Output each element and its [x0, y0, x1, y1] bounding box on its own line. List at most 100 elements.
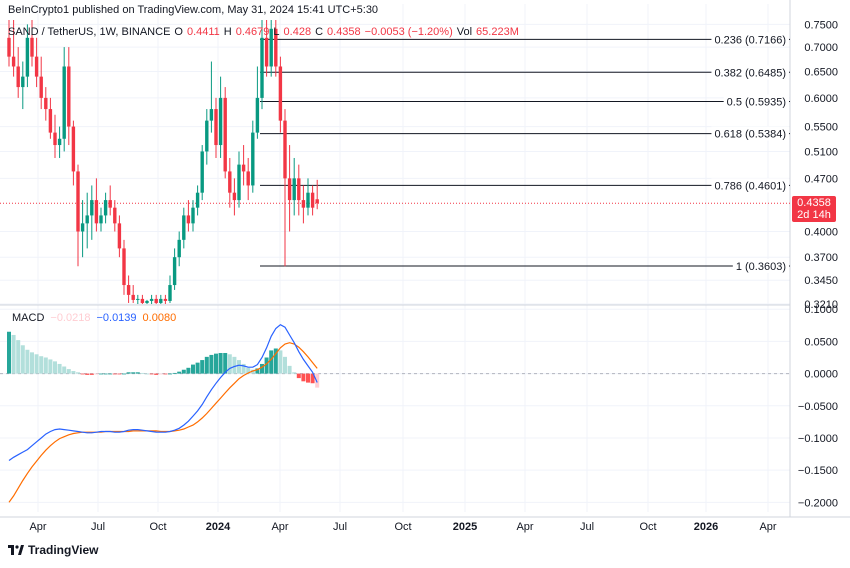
candle-body[interactable] — [25, 37, 30, 77]
macd-histogram-bar[interactable] — [218, 352, 223, 374]
candle-body[interactable] — [287, 178, 292, 201]
candle-body[interactable] — [237, 164, 241, 201]
macd-histogram-bar[interactable] — [158, 373, 163, 375]
candle-body[interactable] — [223, 97, 227, 172]
candle-body[interactable] — [195, 192, 200, 208]
candle-body[interactable] — [122, 248, 126, 286]
candle-body[interactable] — [90, 200, 94, 216]
macd-histogram-bar[interactable] — [112, 373, 117, 375]
candle-body[interactable] — [232, 192, 237, 201]
candle-body[interactable] — [99, 215, 103, 224]
macd-histogram-bar[interactable] — [34, 354, 39, 374]
macd-histogram-bar[interactable] — [269, 350, 274, 374]
candle-body[interactable] — [218, 97, 223, 146]
macd-histogram-bar[interactable] — [232, 356, 237, 374]
macd-histogram-bar[interactable] — [292, 372, 297, 374]
macd-histogram-bar[interactable] — [209, 354, 214, 374]
candle-body[interactable] — [154, 298, 158, 303]
macd-histogram-bar[interactable] — [43, 357, 48, 374]
macd-histogram-bar[interactable] — [16, 340, 21, 374]
macd-histogram-bar[interactable] — [108, 373, 113, 375]
candle-body[interactable] — [131, 294, 135, 300]
candle-body[interactable] — [62, 66, 66, 139]
macd-histogram-bar[interactable] — [172, 372, 177, 374]
macd-histogram-bar[interactable] — [117, 373, 122, 375]
candle-body[interactable] — [108, 200, 112, 208]
macd-histogram-bar[interactable] — [20, 345, 25, 374]
macd-histogram-bar[interactable] — [168, 373, 172, 375]
candle-body[interactable] — [145, 300, 149, 303]
macd-histogram-bar[interactable] — [25, 349, 30, 374]
macd-histogram-bar[interactable] — [149, 373, 154, 375]
candle-body[interactable] — [283, 120, 287, 179]
candle-body[interactable] — [163, 298, 168, 301]
macd-histogram-bar[interactable] — [131, 372, 136, 374]
macd-histogram-bar[interactable] — [126, 372, 131, 374]
candle-body[interactable] — [16, 66, 20, 88]
macd-histogram-bar[interactable] — [89, 373, 94, 375]
macd-histogram-bar[interactable] — [260, 363, 264, 374]
candle-body[interactable] — [76, 171, 80, 232]
macd-histogram-bar[interactable] — [71, 371, 76, 374]
candle-body[interactable] — [301, 200, 306, 208]
candle-body[interactable] — [278, 66, 283, 121]
macd-histogram-bar[interactable] — [227, 354, 232, 374]
macd-histogram-bar[interactable] — [250, 369, 255, 374]
candle-body[interactable] — [172, 257, 177, 286]
macd-histogram-bar[interactable] — [7, 331, 11, 374]
macd-histogram-bar[interactable] — [94, 373, 99, 375]
candle-body[interactable] — [7, 37, 11, 57]
macd-histogram-bar[interactable] — [278, 350, 283, 374]
candle-body[interactable] — [117, 223, 122, 249]
candle-body[interactable] — [71, 126, 76, 172]
macd-histogram-bar[interactable] — [66, 369, 71, 374]
macd-histogram-bar[interactable] — [241, 363, 246, 374]
macd-histogram-bar[interactable] — [306, 373, 310, 383]
macd-histogram-bar[interactable] — [186, 367, 191, 374]
candle-body[interactable] — [140, 298, 145, 303]
macd-histogram-bar[interactable] — [200, 360, 205, 374]
macd-histogram-bar[interactable] — [99, 373, 103, 375]
tradingview-logo[interactable]: TradingView — [8, 543, 98, 557]
candle-body[interactable] — [251, 132, 255, 186]
macd-histogram-bar[interactable] — [204, 356, 209, 374]
candle-body[interactable] — [182, 215, 186, 240]
macd-layer[interactable] — [0, 323, 790, 503]
macd-histogram-bar[interactable] — [214, 353, 218, 374]
macd-histogram-bar[interactable] — [154, 373, 159, 375]
candle-body[interactable] — [292, 178, 296, 201]
macd-histogram-bar[interactable] — [273, 348, 278, 374]
candle-body[interactable] — [191, 207, 195, 224]
macd-histogram-bar[interactable] — [181, 369, 186, 374]
candle-body[interactable] — [255, 97, 260, 133]
candle-body[interactable] — [260, 37, 264, 98]
candle-body[interactable] — [228, 171, 232, 193]
candle-body[interactable] — [85, 215, 89, 224]
macd-histogram-bar[interactable] — [53, 361, 57, 374]
candle-body[interactable] — [11, 56, 16, 67]
macd-histogram-bar[interactable] — [287, 365, 292, 374]
candle-body[interactable] — [315, 199, 319, 204]
candle-body[interactable] — [159, 298, 163, 303]
macd-histogram-bar[interactable] — [246, 367, 251, 374]
candle-body[interactable] — [57, 138, 62, 146]
macd-histogram-bar[interactable] — [76, 372, 80, 374]
macd-histogram-bar[interactable] — [296, 373, 301, 379]
candle-body[interactable] — [80, 223, 85, 232]
macd-histogram-bar[interactable] — [135, 372, 140, 374]
macd-histogram-bar[interactable] — [223, 352, 228, 374]
candle-body[interactable] — [205, 120, 209, 152]
candle-body[interactable] — [48, 109, 53, 133]
candle-body[interactable] — [306, 192, 310, 208]
candle-body[interactable] — [264, 37, 269, 67]
macd-histogram-bar[interactable] — [301, 373, 306, 382]
macd-title[interactable]: MACD — [12, 312, 45, 324]
candle-body[interactable] — [34, 56, 39, 77]
macd-histogram-bar[interactable] — [145, 373, 149, 375]
symbol-name[interactable]: SAND / TetherUS, 1W, BINANCE — [8, 26, 171, 38]
macd-histogram-bar[interactable] — [80, 373, 85, 375]
candle-body[interactable] — [149, 298, 154, 301]
candle-body[interactable] — [246, 171, 250, 186]
macd-histogram-bar[interactable] — [191, 364, 195, 374]
candle-body[interactable] — [269, 28, 273, 67]
